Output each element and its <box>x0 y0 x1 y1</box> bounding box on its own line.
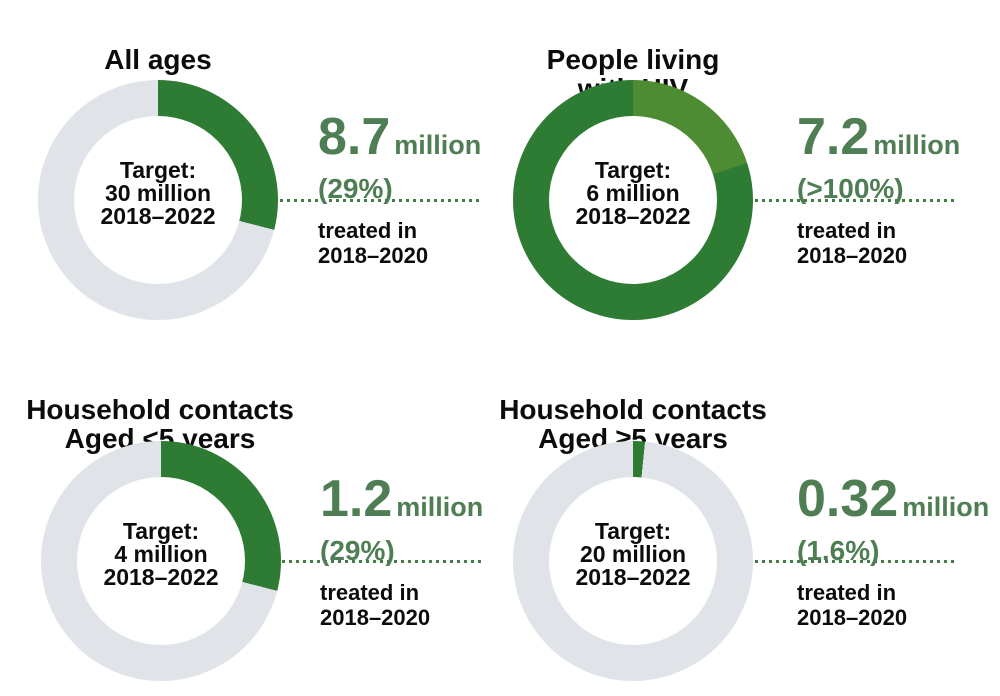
leader-dotted-line <box>282 560 485 563</box>
donut-hole: Target: 20 million 2018–2022 <box>549 477 717 645</box>
stat-unit: million <box>394 130 482 160</box>
donut-hole: Target: 30 million 2018–2022 <box>74 116 242 284</box>
stat-value-line: 8.7 million <box>318 111 518 170</box>
stat-block: 7.2 million (>100%) treated in 2018–2020 <box>797 111 997 268</box>
stat-unit: million <box>396 492 484 522</box>
donut-chart-contacts-5-and-over: Target: 20 million 2018–2022 <box>513 441 753 681</box>
donut-target-label: Target: 4 million 2018–2022 <box>103 517 219 590</box>
leader-dotted-line <box>755 560 958 563</box>
leader-dotted-line <box>280 199 483 202</box>
stat-percent: (1.6%) <box>797 535 880 566</box>
stat-percent: (29%) <box>320 535 395 566</box>
stat-value-line: 7.2 million <box>797 111 997 170</box>
panel-title: People living with HIV <box>546 44 720 103</box>
stat-percent: (>100%) <box>797 173 904 204</box>
stat-block: 0.32 million (1.6%) treated in 2018–2020 <box>797 473 997 630</box>
stat-treated-caption: treated in 2018–2020 <box>797 218 908 268</box>
stat-value-line: 0.32 million <box>797 473 997 532</box>
stat-unit: million <box>873 130 961 160</box>
stat-unit: million <box>902 492 990 522</box>
stat-value: 8.7 <box>318 108 391 166</box>
donut-chart-all-ages: Target: 30 million 2018–2022 <box>38 80 278 320</box>
donut-hole: Target: 6 million 2018–2022 <box>549 116 717 284</box>
leader-dotted-line <box>755 199 958 202</box>
panel-title: Household contacts Aged <5 years <box>26 394 294 455</box>
stat-percent: (29%) <box>318 173 393 204</box>
stat-value: 7.2 <box>797 108 870 166</box>
stat-value-line: 1.2 million <box>320 473 520 532</box>
donut-hole: Target: 4 million 2018–2022 <box>77 477 245 645</box>
stat-treated-caption: treated in 2018–2020 <box>797 580 908 630</box>
stat-block: 1.2 million (29%) treated in 2018–2020 <box>320 473 520 630</box>
donut-chart-contacts-under-5: Target: 4 million 2018–2022 <box>41 441 281 681</box>
stat-value: 0.32 <box>797 470 899 528</box>
stat-treated-caption: treated in 2018–2020 <box>320 580 431 630</box>
donut-target-label: Target: 30 million 2018–2022 <box>100 156 216 229</box>
stat-treated-caption: treated in 2018–2020 <box>318 218 429 268</box>
panel-title: All ages <box>104 44 212 76</box>
donut-target-label: Target: 20 million 2018–2022 <box>575 517 691 590</box>
donut-chart-hiv: Target: 6 million 2018–2022 <box>513 80 753 320</box>
donut-target-label: Target: 6 million 2018–2022 <box>575 156 691 229</box>
stat-value: 1.2 <box>320 470 393 528</box>
stat-block: 8.7 million (29%) treated in 2018–2020 <box>318 111 518 268</box>
